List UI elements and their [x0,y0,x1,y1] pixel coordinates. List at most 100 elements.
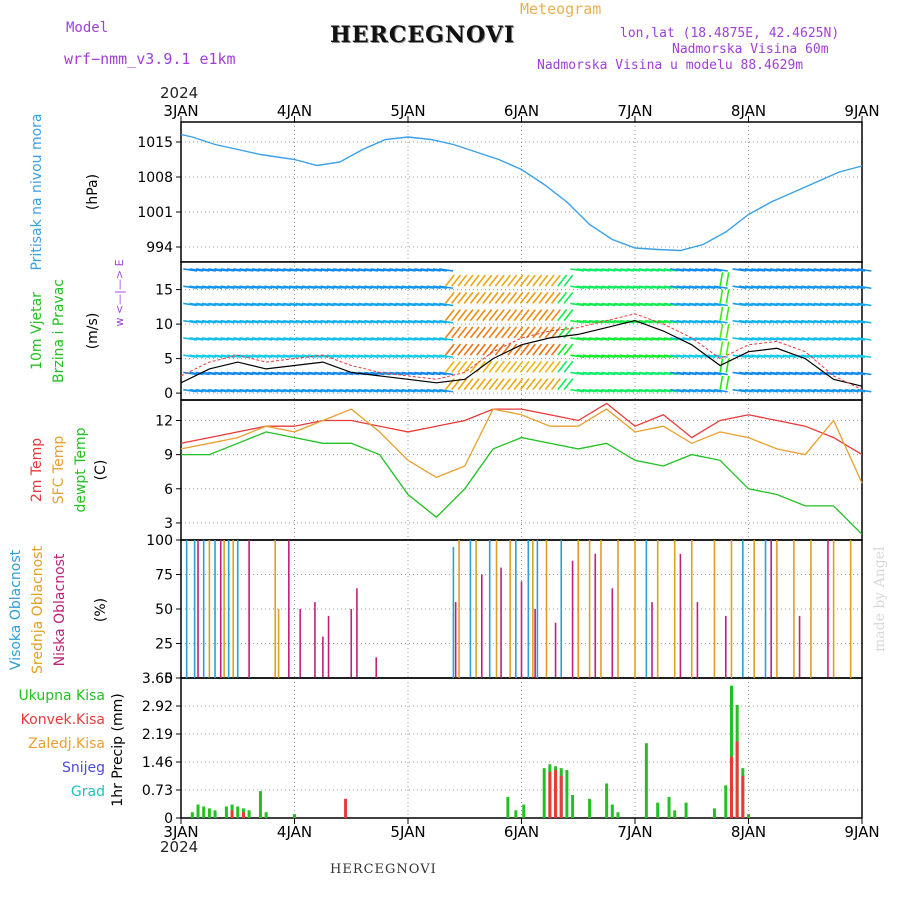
wind-barb [838,285,853,290]
wind-barb [769,285,785,290]
wind-barb [813,285,828,290]
wind-barb [645,285,660,290]
wind-barb [620,371,635,376]
wind-barb [432,354,447,359]
wind-barb [401,285,416,290]
y-tick-label: 2.19 [142,727,173,743]
wind-barb [725,323,730,339]
wind-barb [432,285,447,290]
wind-barb [444,343,455,356]
wind-barb [189,354,204,359]
wind-barb [289,268,304,272]
wind-barb [719,306,724,321]
wind-barb [251,302,266,307]
meteogram-label: Meteogram [520,0,602,18]
wind-barb [463,291,474,304]
wind-barb [264,371,279,376]
wind-barb [695,302,710,307]
wind-barb [451,274,462,287]
wind-barb [645,388,660,393]
wind-barb [351,388,366,393]
wind-barb [439,337,454,341]
wind-barb [663,285,678,290]
wind-barb [744,302,760,307]
wind-barb [395,388,410,393]
precip-total-bar [644,743,648,818]
wind-barb [339,337,354,341]
wind-barb [801,268,816,272]
y-tick-label: 100 [146,533,173,549]
wind-barb [607,371,622,376]
wind-barb [550,378,561,391]
precip-legend-item: Ukupna Kisa [18,688,105,704]
wind-barb [308,337,323,341]
wind-barb [532,326,543,339]
wind-barb [270,388,285,393]
wind-barb [657,337,672,341]
wind-barb [351,268,366,272]
wind-barb [426,268,441,272]
wind-barb [832,354,847,359]
wind-barb [513,378,524,391]
wind-barb [757,319,772,324]
wind-barb [239,388,254,393]
wind-barb [195,268,210,272]
cloud-low-axis-label: Niska Oblacnost [52,553,68,666]
wind-barb [688,319,703,324]
wind-barb [732,285,747,290]
wind-barb [851,388,866,393]
wind-barb [201,354,216,359]
wind-barb [239,337,254,341]
wind-barb [482,360,493,373]
pressure-line [180,133,863,252]
wind-barb [813,302,828,307]
wind-barb [601,268,616,272]
wind-barb [582,337,597,341]
precip-conv-bar [344,798,348,818]
wind-barb [576,371,591,376]
wind-barb [208,285,223,290]
wind-barb [557,326,568,339]
wind-barb [426,371,441,376]
wind-barb [364,319,379,324]
wind-barb [382,354,397,359]
precip-conv-bar [554,770,558,818]
wind-barb [626,337,641,341]
x-tick-label: 3JAN [163,102,198,120]
wind-barb [519,274,530,287]
wind-barb [657,319,672,324]
wind-barb [407,302,422,307]
wind-barb [813,337,828,341]
wind-barb [308,302,323,307]
wind-barb [657,388,672,393]
wind-barb [439,319,454,324]
wind-barb [476,343,486,356]
wind-barb [420,285,435,290]
wind-barb [376,285,391,290]
wind-barb [482,274,493,287]
wind-barb [763,388,778,393]
wind-barb [769,302,785,307]
wind-barb [463,309,474,322]
wind-barb [501,360,511,373]
wind-barb [195,302,210,307]
wind-barb [314,285,329,290]
wind-barb [189,302,204,307]
wind-barb [457,309,468,322]
y-tick-label: 0 [164,671,173,687]
precip-total-bar [202,806,206,818]
wind-barb [782,388,797,393]
wind-barb [432,337,447,341]
x-tick-label: 6JAN [504,102,539,120]
wind-barb [351,285,366,290]
precip-conv-bar [548,771,552,818]
wind-barb [738,285,753,290]
wind-barb [620,388,635,393]
wind-barb [507,360,518,373]
wind-barb [826,302,841,307]
wind-barb [513,274,524,287]
wind-barb [357,354,373,359]
wind-barb [844,319,859,324]
wind-barb [751,268,766,272]
wind-barb [751,354,766,359]
